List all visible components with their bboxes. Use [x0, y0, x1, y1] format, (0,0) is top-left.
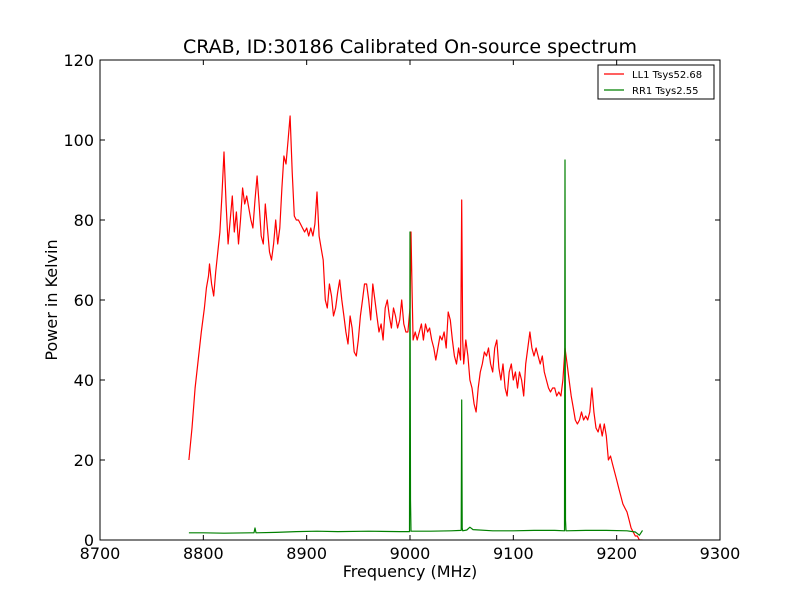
series-line-rr1	[188, 159, 644, 536]
y-tick-label: 100	[63, 131, 94, 150]
y-tick-label: 80	[74, 211, 94, 230]
legend-box	[597, 64, 715, 100]
x-tick-label: 8700	[80, 544, 121, 563]
legend-label-ll1: LL1 Tsys52.68	[632, 70, 702, 81]
x-tick-label: 9100	[493, 544, 534, 563]
chart-title: CRAB, ID:30186 Calibrated On-source spec…	[183, 36, 637, 58]
x-tick-label: 9200	[596, 544, 637, 563]
y-tick-label: 60	[74, 291, 94, 310]
x-tick-label: 8800	[183, 544, 224, 563]
x-tick-label: 9300	[700, 544, 741, 563]
x-axis-label: Frequency (MHz)	[343, 562, 477, 581]
y-axis-ticks: 0 20 40 60 80 100 120	[63, 51, 720, 550]
y-tick-label: 20	[74, 451, 94, 470]
legend: LL1 Tsys52.68 RR1 Tsys2.55	[597, 64, 715, 100]
legend-label-rr1: RR1 Tsys2.55	[632, 86, 699, 97]
x-tick-label: 8900	[286, 544, 327, 563]
y-tick-label: 0	[84, 531, 94, 550]
y-axis-label: Power in Kelvin	[42, 239, 61, 360]
y-tick-label: 40	[74, 371, 94, 390]
x-tick-label: 9000	[390, 544, 431, 563]
series-layer	[188, 115, 644, 540]
x-axis-ticks: 8700 8800 8900 9000 9100 9200 9300	[80, 60, 741, 563]
y-tick-label: 120	[63, 51, 94, 70]
plot-area	[99, 59, 721, 541]
